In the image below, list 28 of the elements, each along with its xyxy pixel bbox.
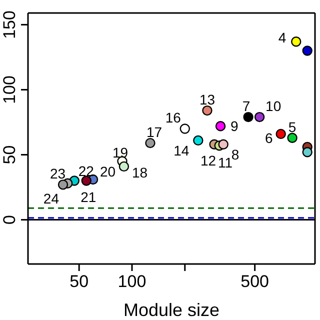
annotation: 4 (278, 30, 286, 46)
annotation: 13 (199, 92, 216, 108)
annotation: 19 (112, 144, 128, 160)
y-tick-label: 50 (0, 145, 19, 164)
annotation: 8 (231, 146, 240, 162)
y-tick-label: 0 (0, 215, 19, 225)
annotation: 9 (230, 118, 239, 134)
annotation: 11 (218, 154, 233, 171)
annotation: 5 (288, 118, 296, 135)
annotation: 10 (266, 98, 282, 114)
x-tick-label: 500 (240, 272, 270, 291)
annotation: 14 (174, 142, 190, 158)
y-tick-label: 150 (0, 10, 19, 39)
annotation: 17 (146, 124, 162, 140)
annotation: 18 (132, 164, 148, 180)
annotation: 24 (43, 190, 60, 207)
annotation: 16 (165, 110, 182, 126)
annotation: 22 (78, 162, 94, 179)
x-tick-label: 100 (118, 272, 146, 291)
annotation: 7 (242, 98, 250, 114)
annotation: 6 (265, 130, 274, 146)
annotation: 21 (80, 188, 96, 205)
annotation: 23 (50, 165, 66, 182)
annotation: 12 (200, 152, 216, 168)
x-axis-title: Module size (123, 300, 220, 320)
annotation: 20 (100, 163, 116, 180)
y-tick-label: 100 (0, 76, 19, 104)
x-tick-label: 50 (70, 272, 89, 291)
